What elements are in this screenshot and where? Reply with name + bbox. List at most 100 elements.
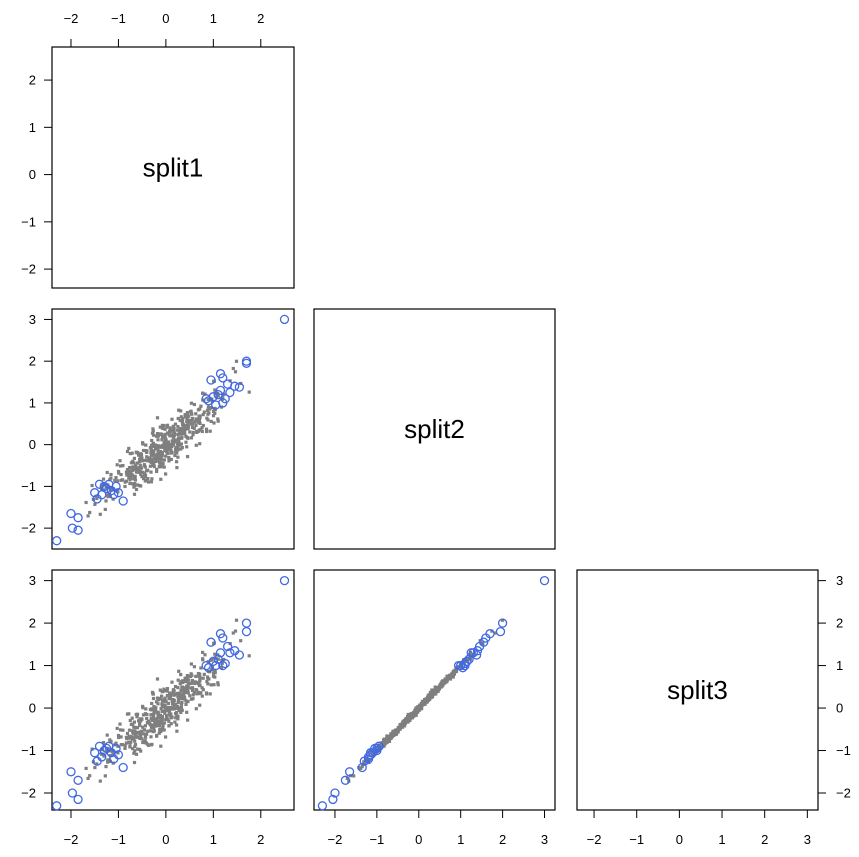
bulk-point <box>142 728 146 732</box>
bulk-point <box>137 466 141 470</box>
bulk-point <box>167 459 171 463</box>
bulk-point <box>183 690 187 695</box>
bulk-point <box>187 418 191 422</box>
bulk-point <box>168 443 172 447</box>
bulk-point <box>197 681 201 685</box>
bulk-point <box>176 425 180 429</box>
bulk-point <box>135 470 139 474</box>
highlight-point <box>218 373 228 383</box>
bulk-point <box>118 459 122 463</box>
bulk-point <box>201 391 205 395</box>
bulk-point <box>178 418 182 423</box>
bulk-point <box>436 689 440 693</box>
bulk-point <box>222 392 226 396</box>
bulk-point <box>151 429 155 433</box>
bulk-point <box>416 710 420 714</box>
highlight-point <box>73 775 83 785</box>
highlight-point <box>241 358 252 368</box>
bulk-point <box>197 692 201 696</box>
bulk-point <box>163 704 167 708</box>
bulk-point <box>155 722 159 726</box>
bulk-point <box>216 394 220 398</box>
bulk-point <box>427 696 431 701</box>
bulk-point <box>158 464 162 468</box>
bulk-point <box>151 427 155 431</box>
bulk-point <box>138 736 142 740</box>
bulk-point <box>154 455 158 459</box>
bulk-point <box>425 696 429 700</box>
tick-label-left: −1 <box>21 479 36 494</box>
bulk-point <box>166 440 170 444</box>
bulk-point <box>110 487 114 491</box>
bulk-point <box>165 423 170 427</box>
bulk-point <box>183 697 187 701</box>
tick-label-left: 0 <box>29 437 36 452</box>
bulk-point <box>102 482 106 486</box>
bulk-point <box>127 466 132 470</box>
bulk-point <box>163 432 167 437</box>
bulk-point <box>185 674 189 678</box>
bulk-point <box>170 702 175 706</box>
bulk-point <box>148 729 152 733</box>
bulk-point <box>152 449 156 453</box>
bulk-point <box>138 747 142 751</box>
tick-label-left: 2 <box>29 73 36 88</box>
bulk-point <box>179 702 184 706</box>
bulk-point <box>199 666 203 670</box>
bulk-point <box>194 674 198 678</box>
bulk-point <box>156 696 160 700</box>
tick-label-bottom: −1 <box>629 832 644 847</box>
bulk-point <box>170 445 174 449</box>
tick-label-right: −2 <box>836 786 851 801</box>
bulk-point <box>132 720 136 724</box>
scatter-panel-split3-vs-split2 <box>317 575 550 811</box>
bulk-point <box>209 668 213 672</box>
bulk-point <box>181 416 185 420</box>
tick-label-left: −2 <box>21 262 36 277</box>
bulk-point <box>115 463 119 467</box>
bulk-point <box>417 705 422 709</box>
bulk-point <box>138 464 142 468</box>
highlight-point <box>113 488 124 498</box>
bulk-point <box>105 470 109 475</box>
tick-label-left: 0 <box>29 167 36 182</box>
bulk-point <box>149 470 153 474</box>
bulk-point <box>430 688 434 692</box>
bulk-point <box>160 705 164 709</box>
bulk-point <box>155 453 159 457</box>
bulk-point <box>149 713 153 717</box>
bulk-point <box>185 435 189 440</box>
bulk-point <box>200 426 204 430</box>
bulk-point <box>139 717 144 721</box>
bulk-point <box>446 674 450 678</box>
bulk-point <box>103 507 107 511</box>
bulk-point <box>171 688 175 692</box>
bulk-point <box>172 433 176 437</box>
tick-label-top: 2 <box>257 11 264 26</box>
bulk-point <box>164 735 168 739</box>
tick-label-bottom: 2 <box>761 832 768 847</box>
bulk-point <box>119 473 123 477</box>
bulk-point <box>386 737 390 741</box>
bulk-point <box>426 693 430 697</box>
bulk-point <box>158 450 162 454</box>
bulk-point <box>172 689 176 693</box>
bulk-point <box>172 440 177 444</box>
bulk-point <box>200 686 204 690</box>
bulk-point <box>198 703 202 707</box>
bulk-point <box>167 711 171 715</box>
bulk-point <box>171 435 175 439</box>
bulk-point <box>139 749 143 753</box>
bulk-point <box>170 417 174 421</box>
bulk-point <box>156 714 160 718</box>
bulk-point <box>198 683 202 687</box>
bulk-point <box>145 459 149 463</box>
bulk-point <box>124 479 128 483</box>
bulk-point <box>181 687 185 692</box>
bulk-point <box>379 743 384 747</box>
bulk-point <box>183 689 187 693</box>
bulk-point <box>109 476 113 480</box>
bulk-point <box>111 752 115 756</box>
bulk-point <box>163 699 168 703</box>
bulk-point <box>130 737 135 741</box>
